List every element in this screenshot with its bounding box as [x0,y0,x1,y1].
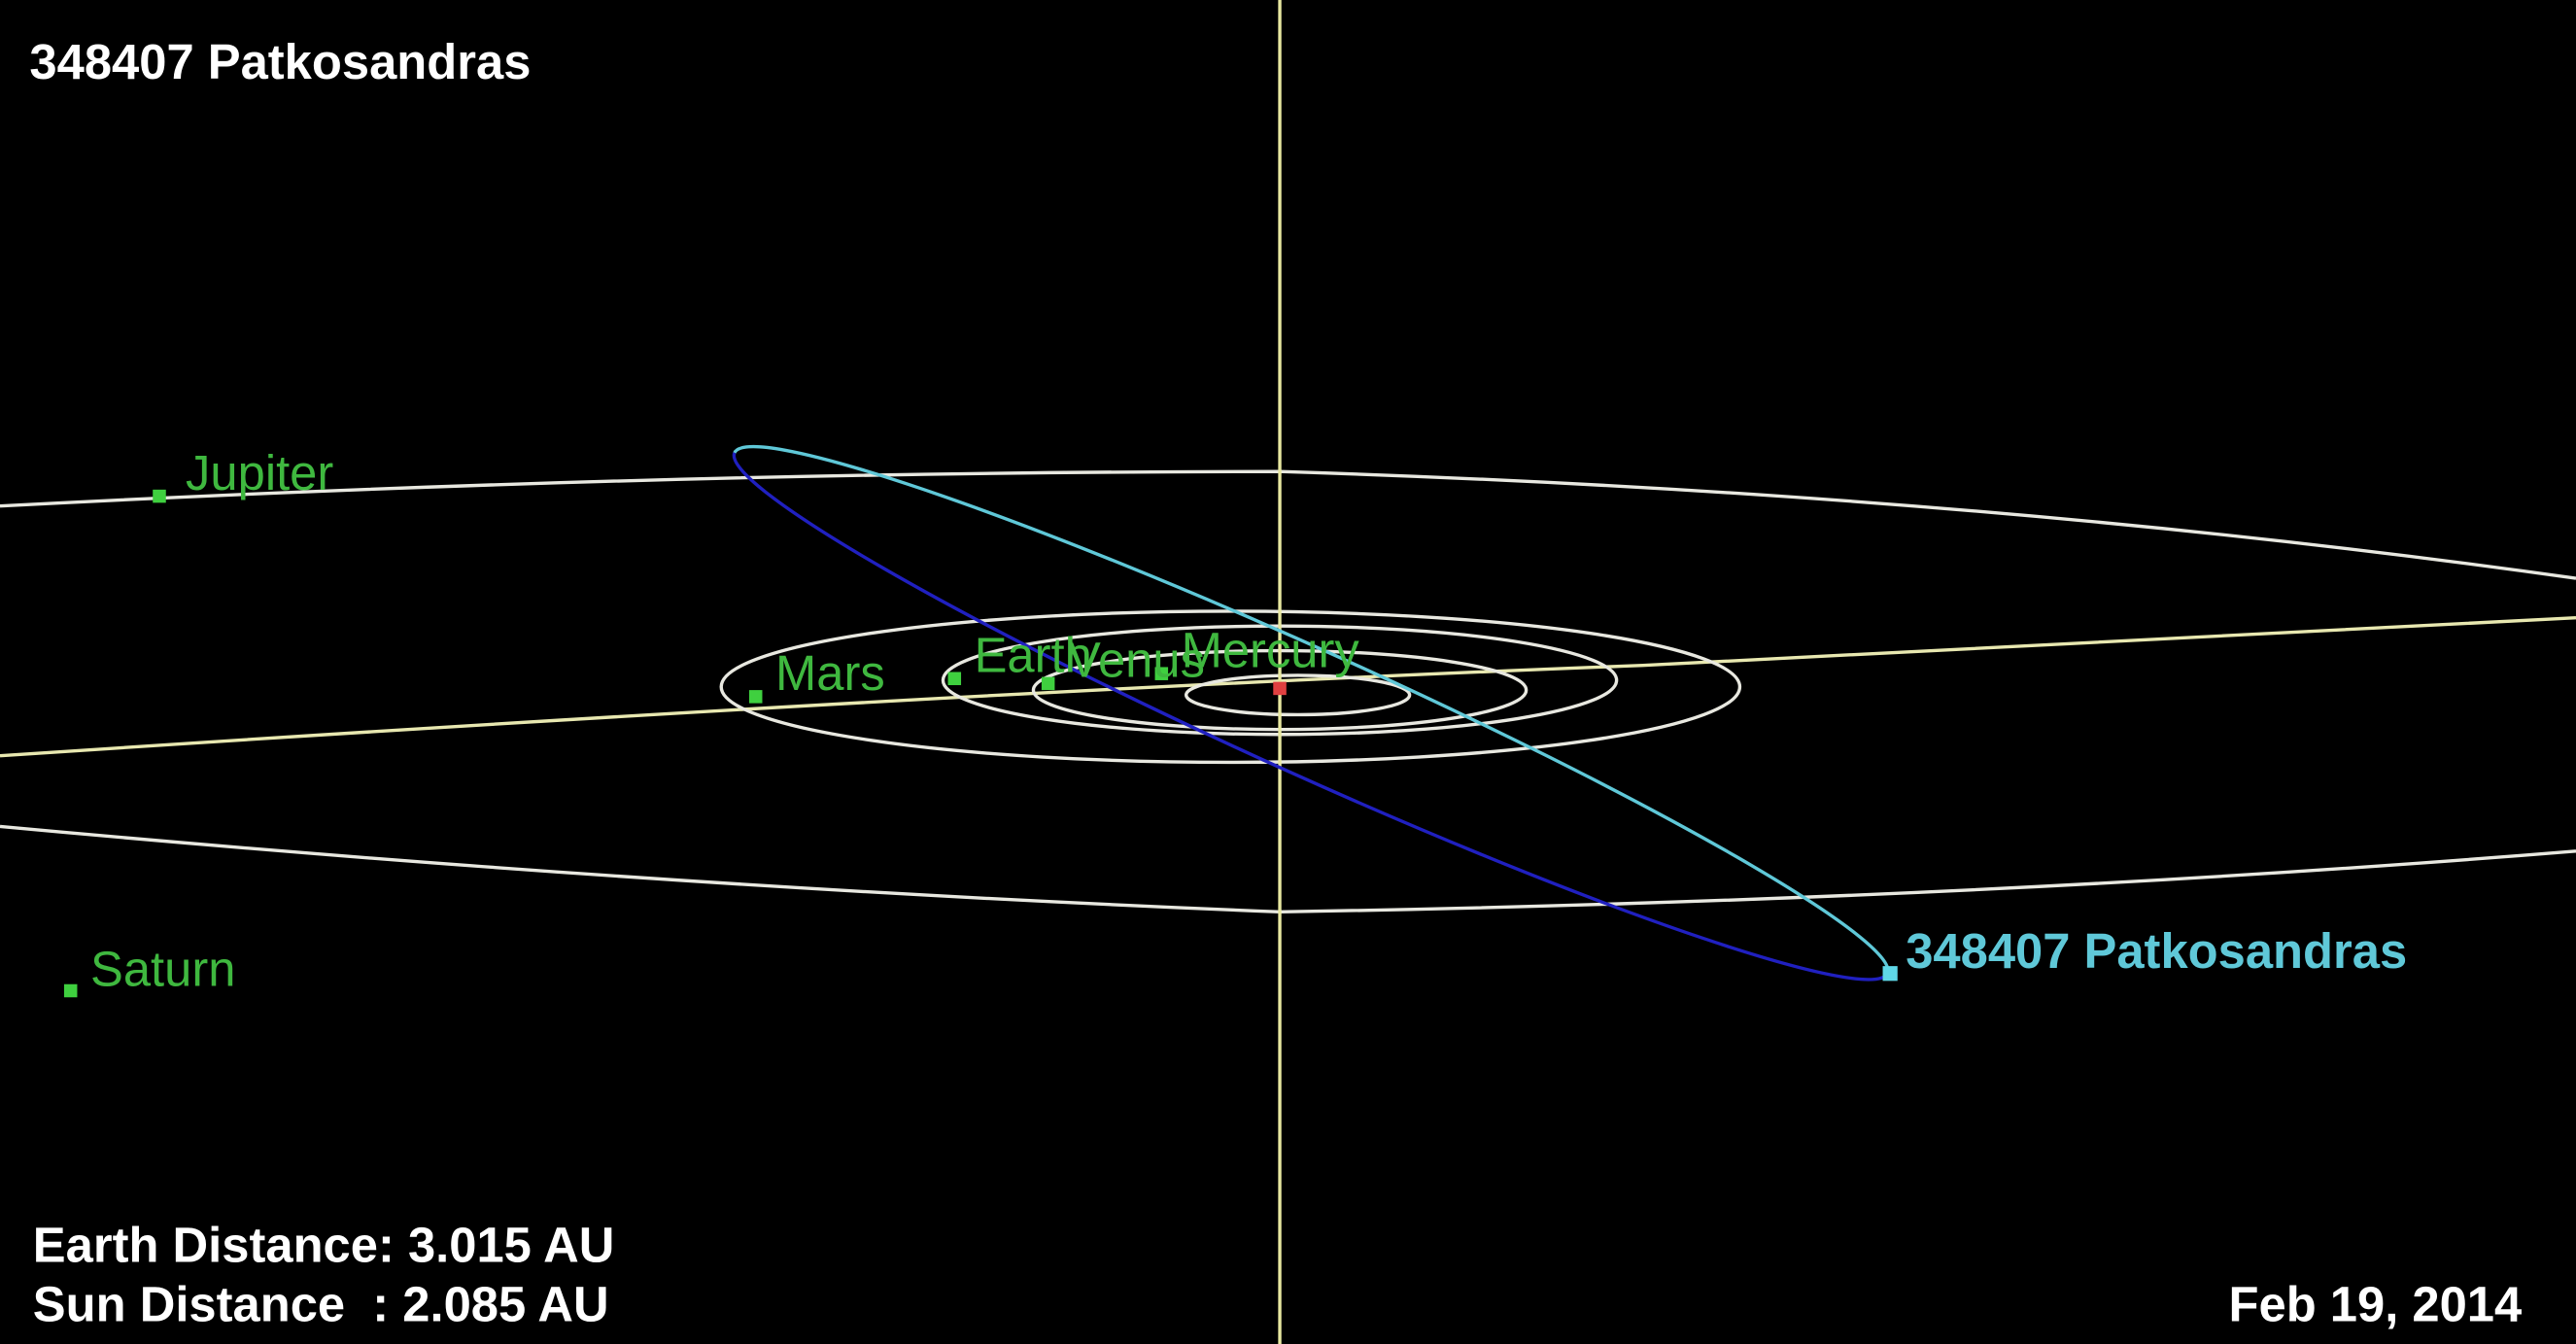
planet-label: Mercury [1182,622,1360,677]
mars-marker [749,690,763,704]
saturn-marker [64,984,78,998]
orbit-view: 348407 Patkosandras Jupiter Mars Earth V… [0,0,2576,1344]
earth-marker [948,672,962,686]
earth-distance: Earth Distance: 3.015 AU [33,1217,615,1272]
date: Feb 19, 2014 [2229,1276,2523,1331]
sun-distance: Sun Distance : 2.085 AU [33,1276,609,1331]
asteroid-marker [1883,966,1898,981]
planet-label: Mars [775,645,885,701]
sun [1273,682,1287,696]
title: 348407 Patkosandras [29,34,531,89]
asteroid-label: 348407 Patkosandras [1906,923,2407,979]
jupiter-marker [153,490,166,503]
planet-label: Saturn [90,941,235,996]
planet-label: Jupiter [186,445,333,500]
